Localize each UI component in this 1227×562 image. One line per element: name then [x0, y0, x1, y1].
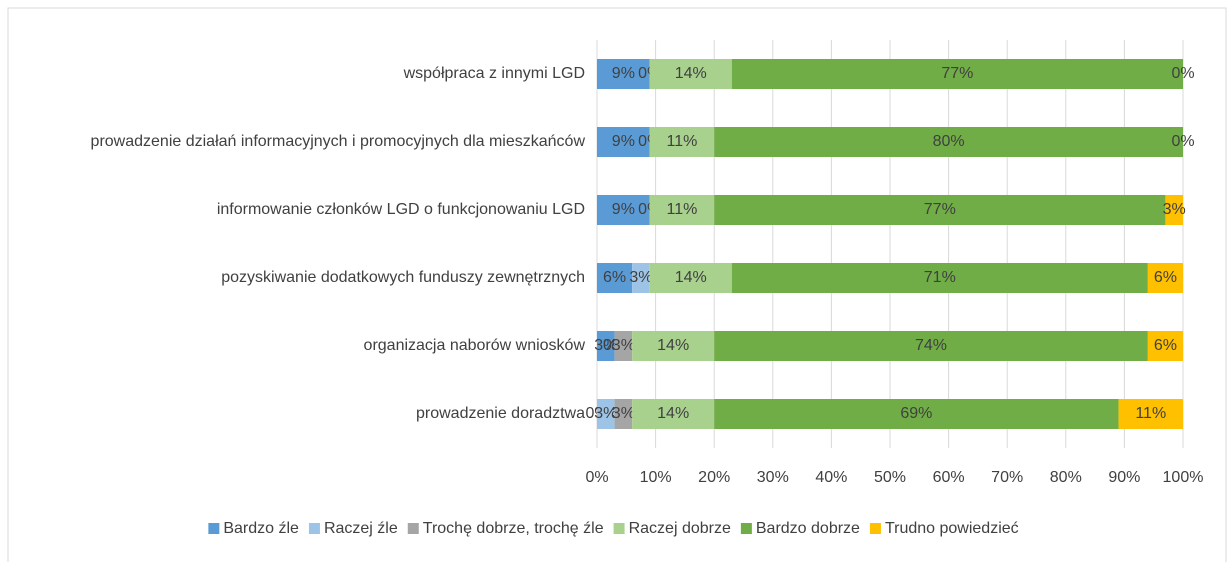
x-tick-label: 90%	[1108, 469, 1140, 486]
data-label: 74%	[915, 337, 947, 354]
data-label: 3%	[629, 269, 652, 286]
data-label: 0%	[1171, 65, 1194, 82]
bar-segment	[714, 195, 1166, 225]
data-label: 3%	[594, 337, 617, 354]
bar-segment	[632, 263, 650, 293]
x-tick-label: 70%	[991, 469, 1023, 486]
x-tick-label: 50%	[874, 469, 906, 486]
legend: Bardzo źle Raczej źle Trochę dobrze, troch…	[208, 520, 1019, 537]
legend-label: Bardzo dobrze	[756, 520, 860, 537]
x-tick-label: 100%	[1163, 469, 1204, 486]
bar-segment	[1118, 399, 1183, 429]
category-label: prowadzenie doradztwa	[416, 405, 585, 422]
data-label: 14%	[675, 65, 707, 82]
bar-segment	[1147, 263, 1183, 293]
bar-segment	[614, 399, 633, 429]
x-tick-label: 10%	[640, 469, 672, 486]
data-label: 0%	[1171, 133, 1194, 150]
bar-segment	[714, 399, 1119, 429]
data-label: 3%	[612, 405, 635, 422]
bar-segment	[597, 59, 650, 89]
legend-label: Trochę dobrze, trochę źle	[423, 520, 604, 537]
data-label: 11%	[667, 133, 698, 150]
data-label: 14%	[657, 337, 689, 354]
data-label: 14%	[675, 269, 707, 286]
bar-segment	[649, 59, 732, 89]
x-tick-label: 80%	[1050, 469, 1082, 486]
data-label: 11%	[667, 201, 698, 218]
bar-segment	[714, 331, 1148, 361]
bar-segment	[649, 195, 715, 225]
data-label: 77%	[924, 201, 956, 218]
category-label: współpraca z innymi LGD	[403, 65, 585, 82]
data-label: 77%	[941, 65, 973, 82]
legend-swatch	[613, 523, 625, 534]
category-label: pozyskiwanie dodatkowych funduszy zewnęt…	[221, 269, 585, 286]
legend-label: Raczej dobrze	[629, 520, 731, 537]
x-tick-label: 30%	[757, 469, 789, 486]
data-label: 6%	[603, 269, 626, 286]
category-label: organizacja naborów wniosków	[364, 337, 586, 354]
category-label: informowanie członków LGD o funkcjonowan…	[217, 201, 585, 218]
data-label: 3%	[612, 337, 635, 354]
legend-swatch	[740, 523, 752, 534]
x-tick-label: 0%	[585, 469, 608, 486]
data-label: 9%	[612, 201, 635, 218]
bar-segment	[649, 263, 732, 293]
bar-segment	[597, 195, 650, 225]
bar-segment	[614, 331, 633, 361]
bar-segment	[597, 127, 650, 157]
data-label: 6%	[1154, 337, 1177, 354]
x-tick-label: 20%	[698, 469, 730, 486]
bar-segment	[1147, 331, 1183, 361]
bar-segment	[597, 399, 615, 429]
legend-label: Raczej źle	[324, 520, 398, 537]
bar-segment	[731, 263, 1148, 293]
x-tick-label: 60%	[933, 469, 965, 486]
bar-segment	[1165, 195, 1183, 225]
data-label: 3%	[1163, 201, 1186, 218]
data-label: 9%	[612, 133, 635, 150]
legend-label: Trudno powiedzieć	[885, 520, 1019, 537]
data-label: 80%	[933, 133, 965, 150]
legend-label: Bardzo źle	[223, 520, 299, 537]
legend-swatch	[407, 523, 419, 534]
data-label: 9%	[612, 65, 635, 82]
bar-segment	[597, 263, 633, 293]
bar-segment	[597, 331, 615, 361]
bar-segment	[731, 59, 1183, 89]
data-label: 69%	[900, 405, 932, 422]
bar-segment	[714, 127, 1183, 157]
data-label: 6%	[1154, 269, 1177, 286]
legend-swatch	[208, 523, 220, 534]
legend-swatch	[308, 523, 320, 534]
bar-segment	[632, 399, 715, 429]
bar-segment	[649, 127, 715, 157]
bar-segment	[632, 331, 715, 361]
category-label: prowadzenie działań informacyjnych i pro…	[91, 133, 586, 150]
data-label: 14%	[657, 405, 689, 422]
data-label: 3%	[594, 405, 617, 422]
x-tick-label: 40%	[815, 469, 847, 486]
data-label: 71%	[924, 269, 956, 286]
chart-border	[7, 7, 1227, 562]
legend-swatch	[869, 523, 881, 534]
data-label: 11%	[1135, 405, 1166, 422]
